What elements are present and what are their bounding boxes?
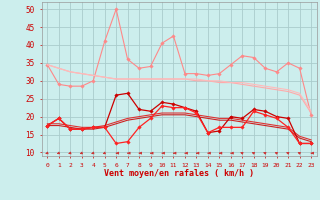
X-axis label: Vent moyen/en rafales ( km/h ): Vent moyen/en rafales ( km/h ): [104, 169, 254, 178]
